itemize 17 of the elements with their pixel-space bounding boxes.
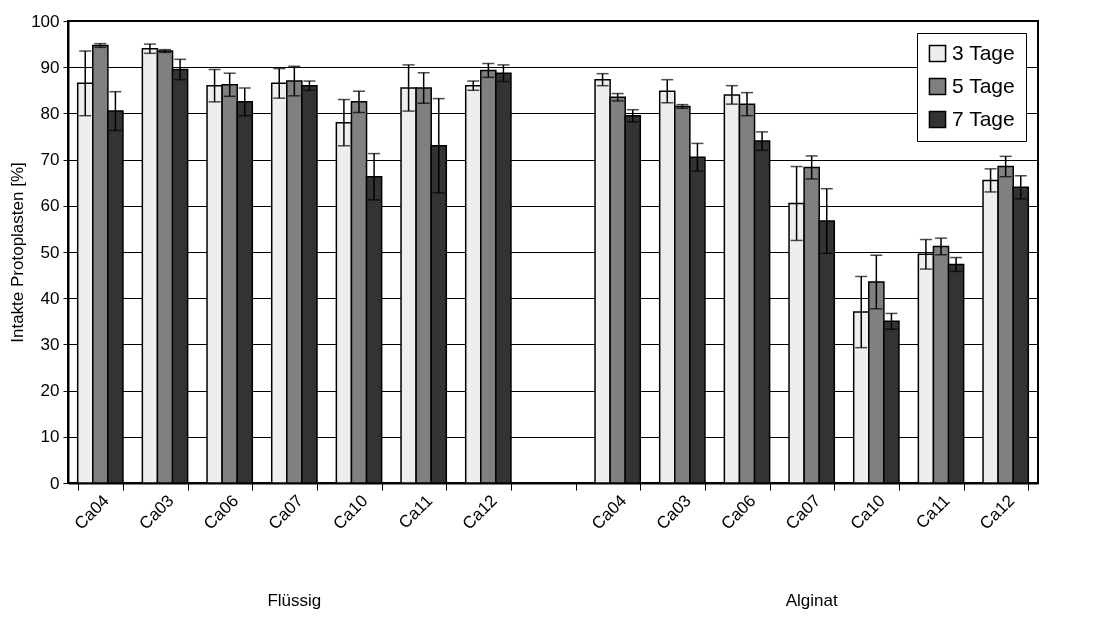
y-axis-title: Intakte Protoplasten [%] bbox=[8, 162, 28, 343]
y-tick-label: 0 bbox=[50, 473, 60, 493]
y-tick-label: 50 bbox=[40, 242, 60, 262]
y-tick-label: 70 bbox=[40, 150, 60, 170]
legend-label: 7 Tage bbox=[952, 106, 1015, 130]
y-tick-label: 80 bbox=[40, 103, 60, 123]
y-tick-label: 20 bbox=[40, 381, 60, 401]
text: Alginat bbox=[785, 591, 838, 610]
text: Flüssig bbox=[267, 591, 322, 610]
y-tick-label: 90 bbox=[40, 57, 60, 77]
y-tick-label: 60 bbox=[40, 196, 60, 216]
legend-label: 5 Tage bbox=[952, 73, 1015, 97]
y-tick-label: 40 bbox=[40, 288, 60, 308]
y-tick-label: 10 bbox=[40, 427, 60, 447]
y-tick-label: 100 bbox=[31, 11, 60, 31]
legend-label: 3 Tage bbox=[952, 40, 1015, 64]
y-tick-label: 30 bbox=[40, 334, 60, 354]
